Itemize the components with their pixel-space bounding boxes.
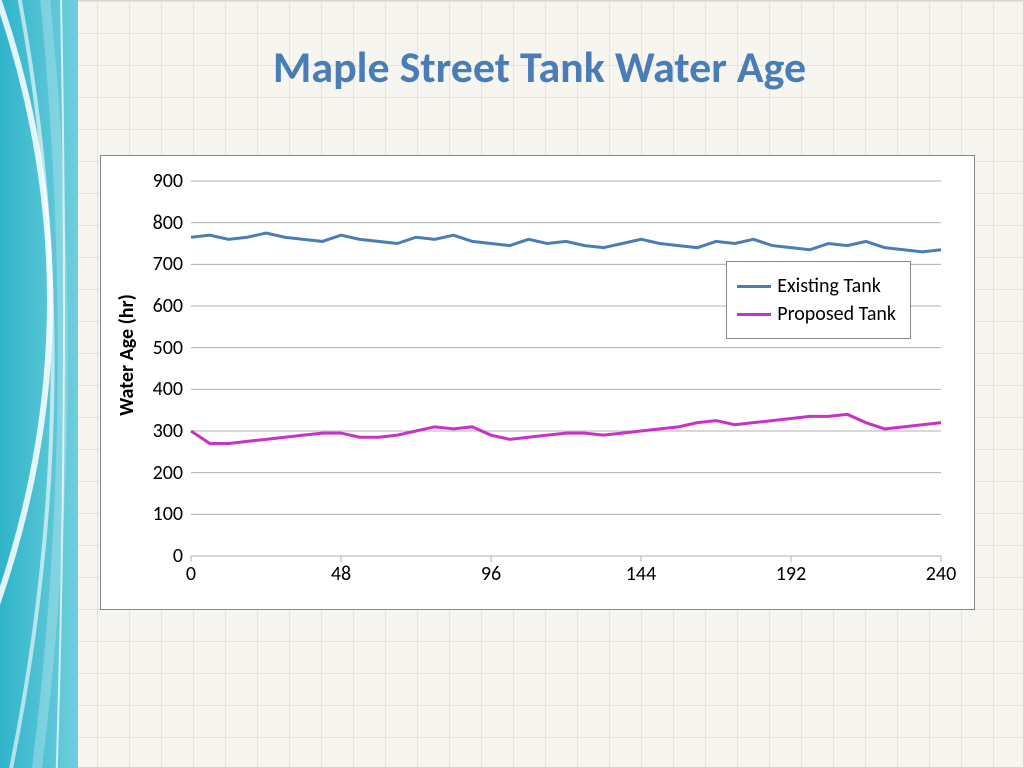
legend-swatch: [737, 285, 771, 288]
y-tick-label: 600: [153, 294, 183, 318]
decorative-side-stripe: [0, 0, 78, 768]
y-tick-label: 700: [153, 252, 183, 276]
y-axis-label: Water Age (hr): [115, 156, 139, 554]
water-age-chart: Water Age (hr) 0100200300400500600700800…: [100, 155, 975, 610]
y-tick-label: 100: [153, 502, 183, 526]
y-tick-label: 400: [153, 377, 183, 401]
y-tick-label: 0: [173, 544, 183, 568]
x-tick-label: 192: [776, 562, 806, 586]
y-tick-label: 200: [153, 461, 183, 485]
legend-item: Proposed Tank: [737, 302, 896, 326]
series-line: [191, 233, 941, 252]
x-tick-label: 96: [481, 562, 501, 586]
y-tick-label: 800: [153, 211, 183, 235]
chart-legend: Existing Tank Proposed Tank: [726, 261, 911, 339]
slide-title: Maple Street Tank Water Age: [95, 40, 984, 94]
x-tick-label: 240: [926, 562, 956, 586]
legend-item: Existing Tank: [737, 274, 896, 298]
y-tick-label: 500: [153, 336, 183, 360]
legend-swatch: [737, 313, 771, 316]
x-tick-label: 144: [626, 562, 656, 586]
series-line: [191, 414, 941, 443]
x-tick-label: 0: [186, 562, 196, 586]
legend-label: Existing Tank: [777, 274, 881, 298]
y-tick-label: 900: [153, 169, 183, 193]
y-tick-label: 300: [153, 419, 183, 443]
plot-area: 0100200300400500600700800900 04896144192…: [191, 181, 941, 556]
legend-label: Proposed Tank: [777, 302, 896, 326]
x-tick-label: 48: [331, 562, 351, 586]
